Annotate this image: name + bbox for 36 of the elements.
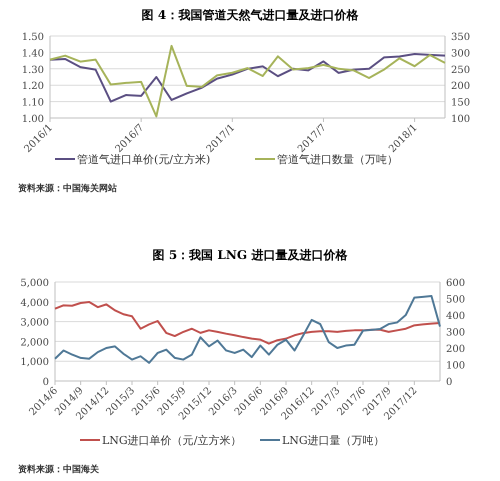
text: 资料来源：中国海关网站 bbox=[18, 183, 117, 194]
legend-label: 管道气进口数量（万吨） bbox=[277, 153, 398, 166]
y2-tick-label: 250 bbox=[451, 64, 470, 76]
y2-tick-label: 200 bbox=[451, 81, 470, 92]
y2-tick-label: 400 bbox=[446, 311, 466, 322]
y-tick-label: 1.10 bbox=[22, 98, 44, 109]
y-tick-label: 1.30 bbox=[22, 64, 44, 76]
y2-tick-label: 200 bbox=[446, 344, 466, 355]
text: 资料来源：中国海关 bbox=[18, 464, 100, 475]
line-series bbox=[54, 295, 441, 364]
y2-tick-label: 350 bbox=[451, 32, 470, 43]
legend-label: LNG进口单价（元/立方米） bbox=[102, 434, 242, 447]
y-tick-label: 1.00 bbox=[22, 114, 44, 125]
legend-label: 管道气进口单价(元/立方米) bbox=[77, 153, 210, 166]
y-tick-label: 1.20 bbox=[22, 81, 44, 92]
y2-tick-label: 600 bbox=[446, 278, 466, 289]
y-tick-label: 1.50 bbox=[22, 32, 44, 43]
y-tick-label: 3,000 bbox=[20, 318, 49, 329]
y2-tick-label: 300 bbox=[451, 48, 470, 60]
y2-tick-label: 100 bbox=[446, 360, 466, 372]
y2-tick-label: 150 bbox=[451, 98, 470, 109]
y-tick-label: 5,000 bbox=[20, 278, 49, 289]
y2-tick-label: 0 bbox=[446, 377, 452, 388]
chart-title: 图 4：我国管道天然气进口量及进口价格 bbox=[142, 8, 360, 22]
y-tick-label: 1.40 bbox=[22, 48, 44, 60]
line-series bbox=[49, 53, 446, 103]
y-tick-label: 4,000 bbox=[20, 298, 49, 309]
y-tick-label: 2,000 bbox=[20, 337, 49, 348]
y2-tick-label: 500 bbox=[446, 294, 466, 306]
chart-title: 图 5：我国 LNG 进口量及进口价格 bbox=[152, 248, 348, 262]
y-tick-label: 0 bbox=[42, 377, 49, 388]
line-series bbox=[54, 301, 441, 345]
y2-tick-label: 300 bbox=[446, 328, 466, 338]
legend-label: LNG进口量（万吨） bbox=[282, 434, 385, 447]
y2-tick-label: 100 bbox=[451, 114, 470, 125]
y-tick-label: 1,000 bbox=[20, 357, 49, 368]
